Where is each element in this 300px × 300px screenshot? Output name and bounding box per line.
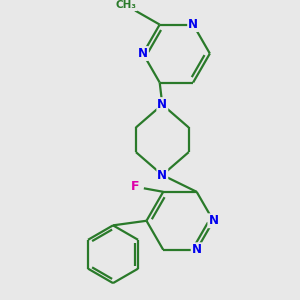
Text: N: N [192,243,202,256]
Text: N: N [208,214,218,227]
Text: N: N [157,169,167,182]
Text: N: N [138,47,148,60]
Text: F: F [131,180,139,193]
Text: N: N [157,98,167,111]
Text: CH₃: CH₃ [116,0,137,10]
Text: N: N [188,18,198,31]
